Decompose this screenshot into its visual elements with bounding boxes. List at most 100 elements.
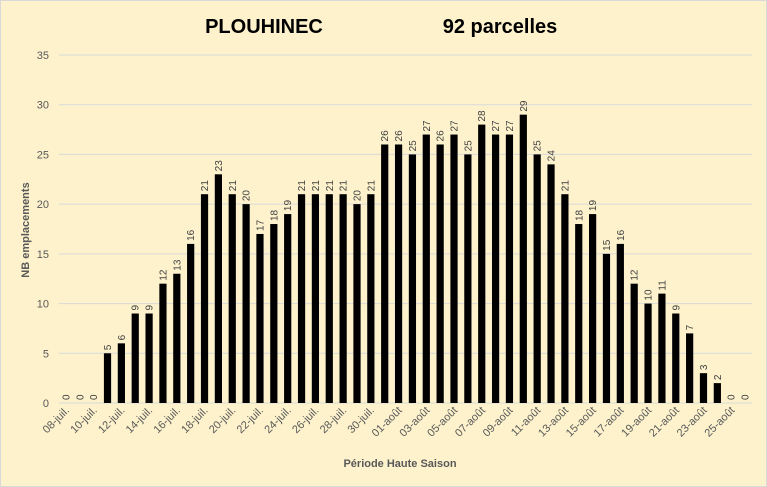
bar: [367, 194, 375, 403]
y-tick-label: 15: [37, 249, 49, 261]
bar: [159, 283, 167, 403]
bar: [561, 194, 569, 403]
data-label: 20: [242, 190, 253, 202]
data-label: 24: [547, 150, 558, 162]
data-label: 12: [158, 269, 169, 281]
data-label: 16: [186, 229, 197, 241]
x-tick-label: 22-juil.: [235, 405, 266, 436]
bar: [464, 154, 472, 403]
x-tick-label: 16-juil.: [152, 405, 183, 436]
data-label: 9: [145, 305, 156, 311]
y-axis-ticks: 0 5 10 15 20 25 30 35: [37, 50, 49, 410]
data-label: 9: [131, 305, 142, 311]
data-label: 25: [408, 140, 419, 152]
bar: [575, 224, 583, 403]
data-label: 11: [657, 280, 668, 291]
bar: [491, 134, 500, 404]
x-tick-label: 14-juil.: [124, 405, 155, 436]
bar: [117, 343, 125, 403]
bar: [353, 204, 361, 403]
data-label: 9: [671, 305, 682, 311]
bar: [686, 333, 694, 403]
bar: [408, 154, 417, 403]
data-label: 0: [89, 394, 100, 400]
data-label: 20: [352, 190, 363, 202]
bar: [200, 194, 209, 403]
bar: [394, 144, 403, 403]
data-label: 26: [380, 130, 391, 142]
x-tick-label: 20-juil.: [207, 405, 238, 436]
data-label: 18: [269, 209, 280, 221]
data-label: 2: [713, 374, 724, 380]
y-tick-label: 20: [37, 199, 49, 211]
bar: [173, 273, 181, 403]
x-tick-label: 25-août: [702, 405, 737, 440]
y-tick-label: 35: [37, 50, 49, 62]
data-label: 27: [450, 120, 461, 132]
data-label: 26: [394, 130, 405, 142]
data-label: 0: [75, 394, 86, 400]
data-label: 21: [325, 180, 336, 192]
data-label: 21: [297, 180, 308, 192]
y-tick-label: 0: [43, 398, 49, 410]
bar: [658, 293, 666, 403]
y-tick-label: 10: [37, 299, 49, 311]
bar: [533, 154, 541, 403]
y-tick-label: 30: [37, 100, 49, 112]
data-label: 18: [574, 209, 585, 221]
bar: [422, 134, 430, 404]
x-tick-label: 12-juil.: [96, 405, 127, 436]
data-label: 10: [644, 289, 655, 301]
bar: [187, 243, 195, 403]
bar: [381, 144, 389, 403]
data-label: 21: [311, 180, 322, 192]
bar: [505, 134, 514, 404]
bar: [256, 233, 264, 403]
bar: [602, 253, 611, 403]
data-label: 6: [117, 334, 128, 340]
data-label: 21: [560, 180, 571, 192]
bar: [284, 214, 292, 403]
data-label: 12: [630, 269, 641, 281]
data-label: 27: [505, 120, 516, 132]
bar: [242, 204, 250, 403]
data-label: 15: [602, 239, 613, 251]
data-label: 25: [463, 140, 474, 152]
x-tick-label: 18-juil.: [179, 405, 210, 436]
bar: [672, 313, 680, 403]
x-tick-label: 26-juil.: [290, 405, 321, 436]
data-label: 23: [214, 160, 225, 172]
y-tick-label: 5: [43, 348, 49, 360]
bar: [311, 194, 320, 403]
x-tick-label: 09-août: [481, 405, 516, 440]
data-label: 28: [477, 110, 488, 122]
data-label: 21: [339, 180, 350, 192]
data-label: 16: [616, 229, 627, 241]
data-label: 19: [588, 200, 599, 212]
bar: [616, 243, 624, 403]
bar: [713, 383, 721, 403]
bar: [450, 134, 458, 404]
bar: [145, 313, 153, 403]
data-label: 19: [283, 200, 294, 212]
data-label: 0: [727, 394, 738, 400]
bar: [699, 373, 708, 403]
data-label: 3: [699, 364, 710, 370]
bar: [131, 313, 139, 403]
bar: [228, 194, 236, 403]
bar: [339, 194, 347, 403]
data-label: 21: [228, 180, 239, 192]
bar: [270, 224, 278, 403]
bar: [214, 174, 222, 403]
x-axis-ticks: 08-juil.10-juil.12-juil.14-juil.16-juil.…: [41, 405, 738, 440]
data-label: 0: [741, 394, 752, 400]
bar: [436, 144, 444, 403]
bar: [103, 353, 112, 403]
x-axis-title: Période Haute Saison: [343, 458, 456, 470]
data-label: 29: [519, 100, 530, 112]
data-label: 21: [200, 180, 211, 192]
bar: [519, 114, 527, 404]
y-tick-label: 25: [37, 149, 49, 161]
bar: [297, 194, 306, 403]
